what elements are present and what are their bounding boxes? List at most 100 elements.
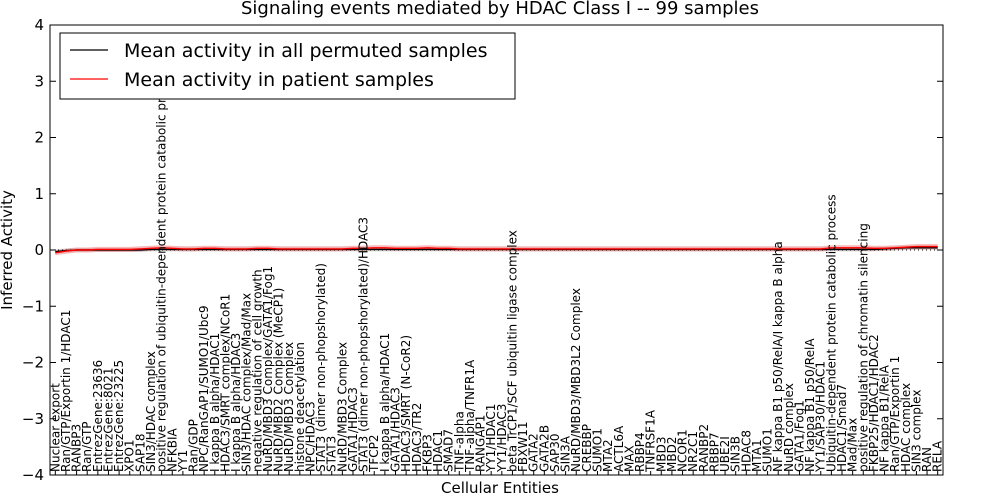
x-category-label: GATA1/HDAC3	[346, 387, 360, 472]
x-category-label: SIN3B	[729, 436, 743, 472]
x-category-label: GATA2	[527, 433, 541, 472]
x-category-label: Ubiquitin-dependent protein catabolic pr…	[824, 194, 838, 472]
x-category-label: RANBP3	[70, 424, 84, 472]
x-category-label: Nuclear export	[48, 383, 62, 472]
x-category-label: EntrezGene:8021	[102, 368, 116, 473]
y-tick-label: 2	[34, 129, 44, 147]
x-category-label: STAT3 (dimer non-phopshorylated)	[314, 263, 328, 472]
x-category-label: MBD3	[654, 437, 668, 472]
x-category-label: NFKBIA	[165, 427, 179, 472]
x-category-label: SIN3 complex	[909, 390, 923, 472]
x-category-label: Ran/GTP/Exportin 1	[888, 356, 902, 472]
x-category-label: RBBP4	[633, 432, 647, 472]
x-category-label: EntrezGene:23636	[91, 360, 105, 472]
x-category-label: GATA1/Fog1	[793, 400, 807, 472]
y-axis-label: Inferred Activity	[0, 190, 16, 310]
x-category-label: HDAC3/TR2	[410, 403, 424, 472]
x-axis-label: Cellular Entities	[441, 479, 559, 497]
x-category-label: I kappa B alpha/HDAC1	[208, 333, 222, 472]
x-category-label: NF kappa B1/RelA	[878, 364, 892, 472]
y-tick-label: −3	[22, 410, 44, 428]
x-category-label: YY1/SAP30/HDAC1	[814, 361, 828, 473]
x-category-label: SUMO1	[761, 428, 775, 472]
legend-frame	[59, 32, 516, 100]
x-category-label: ACTL6A	[612, 425, 626, 472]
x-category-label: TNF-alpha/TNFR1A	[463, 359, 477, 473]
x-category-label: Ran/GDP	[187, 419, 201, 472]
x-category-label: SUMO1	[591, 428, 605, 472]
x-category-label: Ran/GTP/Exportin 1/HDAC1	[59, 310, 73, 472]
x-category-label: FKBP25/HDAC1/HDAC2	[867, 334, 881, 472]
y-tick-label: −1	[22, 297, 44, 315]
x-category-label: RANBP2	[697, 424, 711, 472]
x-category-label: NuRD/MBD3 Complex	[282, 342, 296, 472]
x-category-label: CREBBP	[580, 424, 594, 472]
x-category-label: Mad/Max	[846, 418, 860, 472]
x-category-label: NF kappa B1 p50/RelA/I kappa B alpha	[771, 241, 785, 472]
x-category-label: TNF-alpha	[452, 411, 466, 473]
x-category-label: SIN3/HDAC complex/Mad/Max	[240, 293, 254, 472]
y-tick-label: 0	[34, 241, 44, 259]
x-category-label: beta TrCP1/SCF ubiquitin ligase complex	[505, 230, 519, 472]
x-category-label: NuRD complex	[782, 383, 796, 472]
x-category-label: SAP30	[548, 433, 562, 472]
x-category-label: histone deacetylation	[293, 342, 307, 472]
x-category-label: MAX	[622, 445, 636, 472]
x-category-label: SIN3A	[559, 435, 573, 472]
y-tick-label: 3	[34, 72, 44, 90]
x-category-label: NPC/RanGAP1/SUMO1/Ubc9	[197, 305, 211, 472]
x-category-label: MTA2	[601, 439, 615, 472]
x-category-label: RELA	[931, 440, 945, 472]
x-category-label: FBXW11	[516, 422, 530, 473]
x-category-label: HDAC complex	[899, 383, 913, 472]
x-category-label: STAT3	[325, 436, 339, 472]
legend-label-patient: Mean activity in patient samples	[124, 69, 434, 91]
x-category-label: NR2C1	[686, 431, 700, 472]
x-category-label: NuRD/MBD2 Complex (MeCP1)	[272, 288, 286, 472]
x-category-label: Ran/GTP	[80, 421, 94, 472]
x-category-label: GATA1/HDAC3	[389, 387, 403, 472]
x-category-label: EntrezGene:23225	[112, 360, 126, 472]
x-category-label: I kappa B alpha/HDAC3	[229, 333, 243, 472]
x-category-label: NuRD/MBD3 Complex	[335, 342, 349, 472]
x-category-label: HDAC1/Smad7	[835, 384, 849, 472]
x-category-label: SAP18	[133, 433, 147, 472]
x-category-label: positive regulation of chromatin silenci…	[856, 223, 870, 472]
x-category-label: RAN	[920, 447, 934, 472]
x-category-label: HDAC1	[431, 430, 445, 472]
x-category-label: HDAC3/SMRT (N-CoR2)	[399, 335, 413, 472]
legend-label-permuted: Mean activity in all permuted samples	[124, 40, 487, 62]
y-tick-label: 4	[34, 16, 44, 34]
x-category-label: GATA2B	[537, 425, 551, 472]
series-line-1	[55, 245, 938, 254]
x-category-label: HDAC3/SMRT complex/NCoR1	[218, 294, 232, 472]
x-category-label: YY1/HDAC1	[484, 404, 498, 473]
y-axis-ticks: 4 3 2 1 0 −1 −2 −3 −4	[22, 16, 943, 484]
chart-title: Signaling events mediated by HDAC Class …	[241, 0, 759, 19]
x-category-label: negative regulation of cell growth	[250, 269, 264, 472]
x-category-label: SMAD7	[442, 429, 456, 472]
y-tick-label: −4	[22, 466, 44, 484]
plot-frame	[49, 24, 944, 476]
x-category-label: NF kappa B1 p50/RelA	[803, 338, 817, 472]
x-category-label: I kappa B alpha/HDAC1	[378, 333, 392, 472]
legend: Mean activity in all permuted samples Me…	[59, 32, 516, 100]
x-category-label: HDAC8	[739, 430, 753, 472]
x-category-label: YY1/HDAC3	[495, 404, 509, 473]
x-category-label: RBBP7	[707, 432, 721, 472]
x-category-label: YY1	[176, 450, 190, 473]
x-category-label: UBE2I	[718, 436, 732, 472]
x-category-label: XPO1	[123, 439, 137, 472]
x-category-label: RANGAP1	[474, 415, 488, 472]
x-category-label: STAT3 (dimer non-phopshorylated)/HDAC3	[357, 217, 371, 472]
x-category-label: SIN3/HDAC complex	[144, 351, 158, 472]
x-category-label: positive regulation of ubiquitin-depende…	[155, 65, 169, 472]
x-category-label: NPC/HDAC3	[304, 401, 318, 472]
x-category-label: NuRD/MBD3/MBD3L2 Complex	[569, 288, 583, 472]
x-category-label: TNFRSF1A	[644, 409, 658, 473]
series-lines	[55, 245, 938, 254]
x-category-label: NCOR1	[676, 429, 690, 472]
x-category-label: TFCP2	[367, 435, 381, 473]
